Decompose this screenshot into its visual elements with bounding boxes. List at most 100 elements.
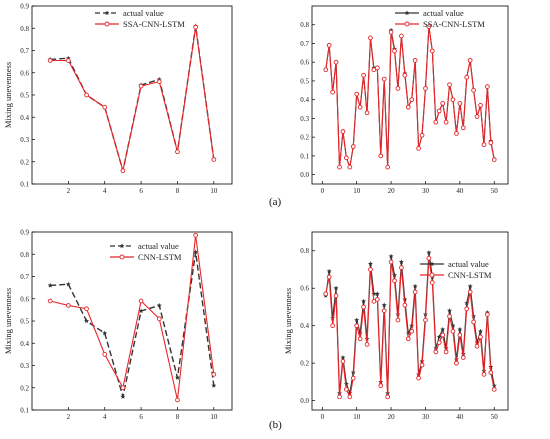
y-tick-label: 0.2 xyxy=(300,134,309,142)
data-point xyxy=(354,317,360,323)
data-point xyxy=(433,119,439,125)
data-point xyxy=(333,285,339,291)
data-point xyxy=(402,302,408,308)
data-point xyxy=(357,104,363,110)
data-point xyxy=(467,289,473,295)
data-point xyxy=(193,249,199,255)
data-point xyxy=(436,334,442,340)
x-tick-label: 20 xyxy=(388,413,396,421)
data-point xyxy=(65,281,71,287)
data-point xyxy=(457,332,463,338)
data-point xyxy=(371,67,377,73)
data-point xyxy=(488,370,494,375)
data-point xyxy=(84,318,90,324)
data-point xyxy=(436,340,442,345)
data-point xyxy=(412,283,418,289)
data-point xyxy=(193,232,198,238)
y-tick-label: 0.8 xyxy=(300,247,309,255)
data-point xyxy=(323,291,329,297)
data-point xyxy=(471,313,477,319)
data-point xyxy=(361,72,366,78)
x-tick-label: 8 xyxy=(176,413,180,421)
legend-marker xyxy=(404,10,410,16)
y-axis-label: Mixing unevenness xyxy=(283,288,293,354)
x-tick-label: 10 xyxy=(210,413,218,421)
data-point xyxy=(471,87,476,93)
chart-panel-4: 0 10 20 30 40 50 0.0 0.2 0.4 0.6 0.8 Mixing unevenn… xyxy=(283,231,509,421)
y-tick-label: 0.0 xyxy=(300,397,309,405)
y-tick-label: 0.9 xyxy=(20,229,29,237)
data-point xyxy=(436,108,442,114)
data-point xyxy=(392,48,397,54)
data-point xyxy=(447,313,452,319)
y-tick-label: 0.5 xyxy=(20,92,29,100)
y-tick-label: 0.4 xyxy=(300,322,309,330)
data-point xyxy=(478,328,483,334)
x-tick-label: 40 xyxy=(456,413,464,421)
y-tick-label: 0.7 xyxy=(300,40,309,48)
data-point xyxy=(333,293,339,299)
data-point xyxy=(491,157,497,162)
data-point xyxy=(381,302,387,308)
data-point xyxy=(433,349,439,355)
data-point xyxy=(388,253,394,259)
legend-marker xyxy=(104,10,110,16)
data-point xyxy=(344,155,349,161)
data-point xyxy=(388,29,394,35)
y-tick-label: 0.7 xyxy=(20,47,29,55)
data-point xyxy=(426,250,432,255)
data-point xyxy=(368,267,373,272)
data-point xyxy=(340,358,346,364)
data-point xyxy=(66,303,71,308)
data-point xyxy=(460,355,466,360)
data-point xyxy=(443,119,449,125)
data-point xyxy=(367,261,373,266)
y-tick-label: 0.4 xyxy=(300,96,309,104)
data-point xyxy=(385,394,390,400)
data-point xyxy=(364,110,370,116)
data-point xyxy=(361,304,366,310)
data-point xyxy=(138,298,144,304)
data-point xyxy=(102,104,108,110)
x-tick-label: 50 xyxy=(491,187,499,195)
legend-label: CNN-LSTM xyxy=(448,270,492,280)
x-tick-label: 8 xyxy=(176,187,180,195)
data-point xyxy=(395,86,401,91)
y-tick-label: 0.6 xyxy=(20,295,29,303)
data-point xyxy=(450,328,456,334)
data-point xyxy=(323,67,329,73)
data-point xyxy=(488,140,494,146)
y-tick-label: 0.8 xyxy=(20,25,29,33)
data-point xyxy=(392,278,397,284)
data-point xyxy=(481,372,487,377)
data-point xyxy=(337,394,342,400)
data-point xyxy=(340,129,346,134)
data-point xyxy=(474,114,480,119)
data-point xyxy=(193,24,198,30)
data-point xyxy=(374,291,380,296)
data-point xyxy=(460,125,466,131)
plot-frame xyxy=(311,5,509,185)
data-point xyxy=(385,164,390,170)
y-tick-label: 0.5 xyxy=(20,318,29,326)
data-point xyxy=(364,342,370,347)
data-point xyxy=(47,298,53,304)
y-tick-label: 0.5 xyxy=(300,77,309,85)
x-tick-label: 2 xyxy=(67,413,71,421)
data-point xyxy=(464,306,470,312)
data-point xyxy=(440,326,446,332)
chart-panel-3: 2 4 6 8 10 0.1 0.2 0.3 0.4 0.5 0.6 0.7 0.8 0.9 Mixing … xyxy=(3,229,233,421)
data-point xyxy=(467,283,473,289)
data-point xyxy=(211,382,217,388)
chart-panel-1: 2 4 6 8 10 0.1 0.2 0.3 0.4 0.5 0.6 0.7 0.8 0.9 Mixing … xyxy=(3,3,233,195)
data-point xyxy=(419,362,425,368)
legend-marker xyxy=(119,243,125,249)
legend-label: actual value xyxy=(138,241,179,251)
data-point xyxy=(368,35,373,41)
data-point xyxy=(361,298,367,304)
data-point xyxy=(423,317,428,323)
data-point xyxy=(344,387,349,392)
data-point xyxy=(405,336,411,342)
